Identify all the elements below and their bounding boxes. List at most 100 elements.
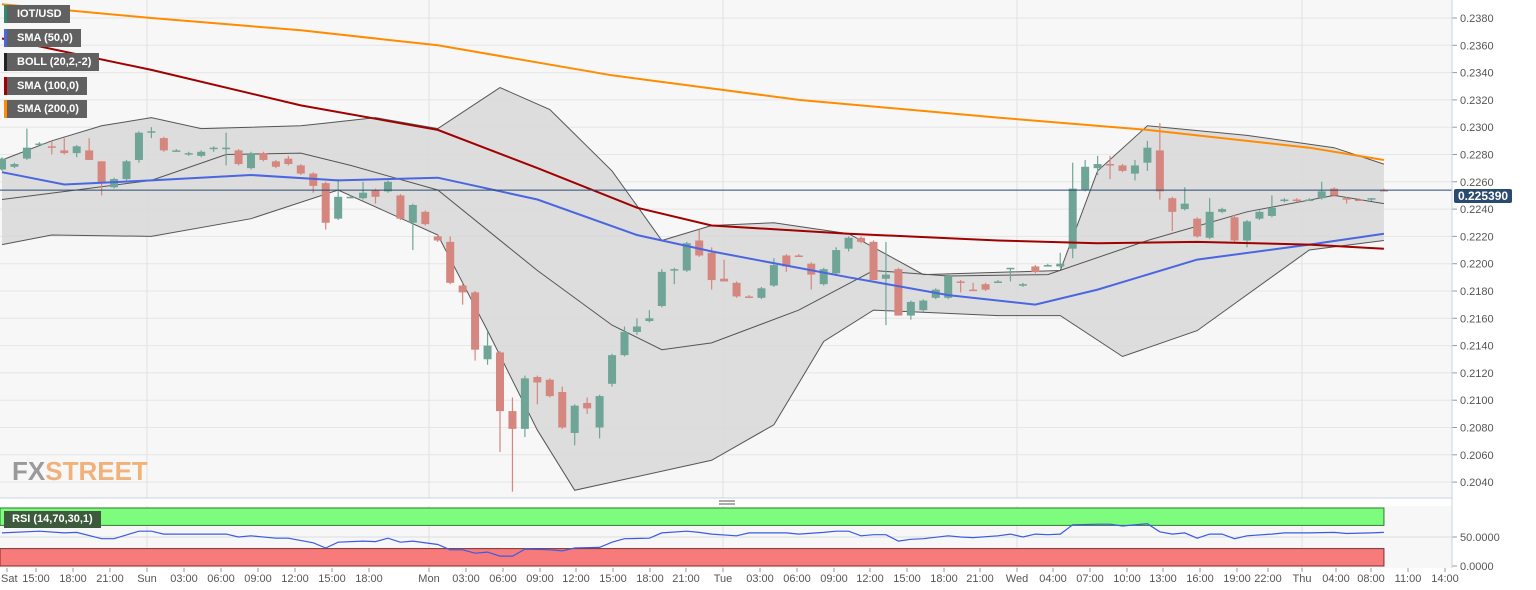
candle-body <box>608 355 617 384</box>
candle <box>969 282 978 292</box>
candle <box>172 149 181 152</box>
candle <box>508 397 517 492</box>
pane-resize-handle[interactable] <box>719 500 735 505</box>
candle-body <box>296 165 305 174</box>
candle <box>1280 198 1289 203</box>
candle <box>807 262 816 290</box>
legend-rsi[interactable]: RSI (14,70,30,1) <box>4 511 101 528</box>
candle <box>458 282 467 305</box>
candle <box>1342 196 1351 204</box>
time-tick-label: 07:00 <box>1076 573 1104 585</box>
legend-sma100[interactable]: SMA (100,0) <box>4 77 87 95</box>
candle <box>894 267 903 316</box>
bollinger-upper-line <box>1 87 1385 276</box>
candle-body <box>396 195 405 219</box>
candle-body <box>881 274 890 279</box>
candle <box>247 151 255 170</box>
legend-sma50[interactable]: SMA (50,0) <box>4 29 81 47</box>
candle <box>110 177 119 189</box>
candle-body <box>620 331 629 356</box>
candle-body <box>371 189 380 197</box>
candle-body <box>1106 164 1115 166</box>
candle-body <box>222 147 231 150</box>
candle-body <box>1155 150 1164 192</box>
candle <box>533 375 542 405</box>
candle <box>832 247 841 275</box>
candle <box>558 386 567 429</box>
candle-body <box>1355 199 1364 202</box>
candle-body <box>359 192 368 199</box>
rsi-pane <box>0 507 1452 567</box>
price-tick-label: 0.2080 <box>1460 423 1494 435</box>
candle-body <box>757 288 766 298</box>
candle <box>383 180 392 193</box>
candle-body <box>1379 189 1388 192</box>
candle-body <box>1367 198 1376 200</box>
candle-body <box>408 205 417 223</box>
time-tick-label: 04:00 <box>1322 573 1350 585</box>
time-tick-label: 18:00 <box>636 573 664 585</box>
time-axis[interactable]: Sat 15:00 18:00 21:00 Sun 03:00 06:00 09:00 12:0… <box>1 568 1459 585</box>
candle-body <box>97 161 106 184</box>
candle <box>496 351 504 453</box>
candle <box>483 331 492 365</box>
candle-body <box>197 151 206 156</box>
time-tick-label: 18:00 <box>59 573 87 585</box>
candle-body <box>321 183 330 223</box>
legend-sma100-label: SMA (100,0) <box>17 80 79 92</box>
price-tick-label: 0.2060 <box>1460 450 1494 462</box>
candle <box>632 318 641 335</box>
rsi-oversold-zone <box>0 548 1385 567</box>
candle <box>1006 267 1015 282</box>
candle-body <box>247 153 255 169</box>
candle-body <box>1130 165 1139 174</box>
legend-symbol[interactable]: IOT/USD <box>4 5 70 23</box>
candle <box>209 146 218 152</box>
indicator-lines <box>0 3 1452 306</box>
sma50-line <box>1 171 1385 306</box>
candle-body <box>844 237 853 249</box>
candle <box>35 142 44 146</box>
candle <box>1305 198 1314 202</box>
candle <box>819 267 828 286</box>
candle <box>1093 155 1102 175</box>
candle <box>134 131 143 163</box>
fxstreet-logo: FXSTREET <box>12 456 148 487</box>
candle-body <box>807 263 816 275</box>
candle <box>259 151 268 162</box>
candle-body <box>981 284 990 290</box>
time-tick-label: 22:00 <box>1254 573 1282 585</box>
candle <box>906 300 915 320</box>
candle-body <box>1168 198 1177 212</box>
price-tick-label: 0.2340 <box>1460 68 1494 80</box>
time-tick-label: 15:00 <box>599 573 627 585</box>
candle <box>545 378 554 398</box>
candle <box>1317 181 1326 200</box>
rsi-tick-label: 50.0000 <box>1460 532 1500 544</box>
candle-body <box>1305 199 1314 202</box>
candle <box>47 140 56 155</box>
candle <box>334 179 343 221</box>
candle-body <box>769 265 778 286</box>
bollinger-lower-line <box>1 189 1384 491</box>
candle-body <box>732 282 741 297</box>
time-tick-label: 13:00 <box>1149 573 1177 585</box>
candle-body <box>496 352 504 412</box>
candle-body <box>1205 211 1214 238</box>
price-tick-label: 0.2300 <box>1460 122 1494 134</box>
candle <box>346 195 355 199</box>
candle-body <box>906 301 915 316</box>
time-tick-label: 09:00 <box>526 573 554 585</box>
legend-sma200[interactable]: SMA (200,0) <box>4 100 87 118</box>
time-tick-label: 21:00 <box>672 573 700 585</box>
candle-body <box>159 138 168 151</box>
price-axis[interactable]: 0.2040 0.2060 0.2080 0.2100 0.2120 0.2140 0.21… <box>1452 13 1500 573</box>
candle-body <box>794 255 803 258</box>
time-tick-label: 09:00 <box>244 573 272 585</box>
legend-boll[interactable]: BOLL (20,2,-2) <box>4 53 100 71</box>
candle <box>60 138 69 155</box>
candle <box>321 181 330 230</box>
candle-body <box>1043 265 1052 267</box>
candle <box>296 164 305 175</box>
